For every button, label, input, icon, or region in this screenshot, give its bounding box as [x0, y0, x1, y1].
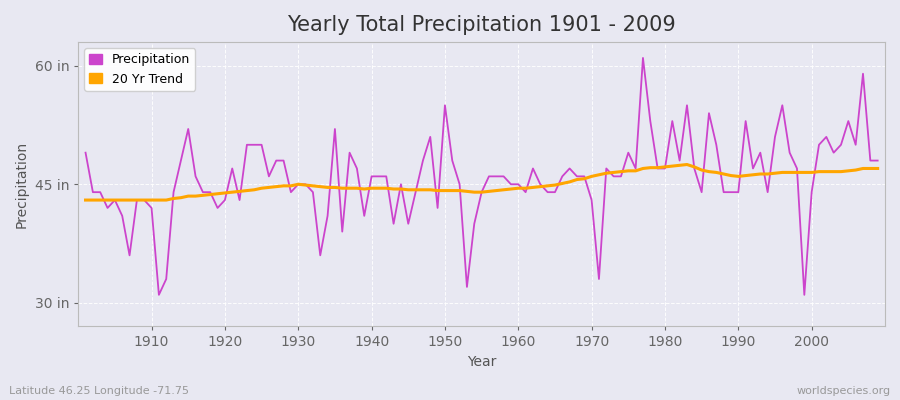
Title: Yearly Total Precipitation 1901 - 2009: Yearly Total Precipitation 1901 - 2009	[287, 15, 676, 35]
Legend: Precipitation, 20 Yr Trend: Precipitation, 20 Yr Trend	[85, 48, 195, 91]
Y-axis label: Precipitation: Precipitation	[15, 141, 29, 228]
X-axis label: Year: Year	[467, 355, 496, 369]
Text: worldspecies.org: worldspecies.org	[796, 386, 891, 396]
Text: Latitude 46.25 Longitude -71.75: Latitude 46.25 Longitude -71.75	[9, 386, 189, 396]
